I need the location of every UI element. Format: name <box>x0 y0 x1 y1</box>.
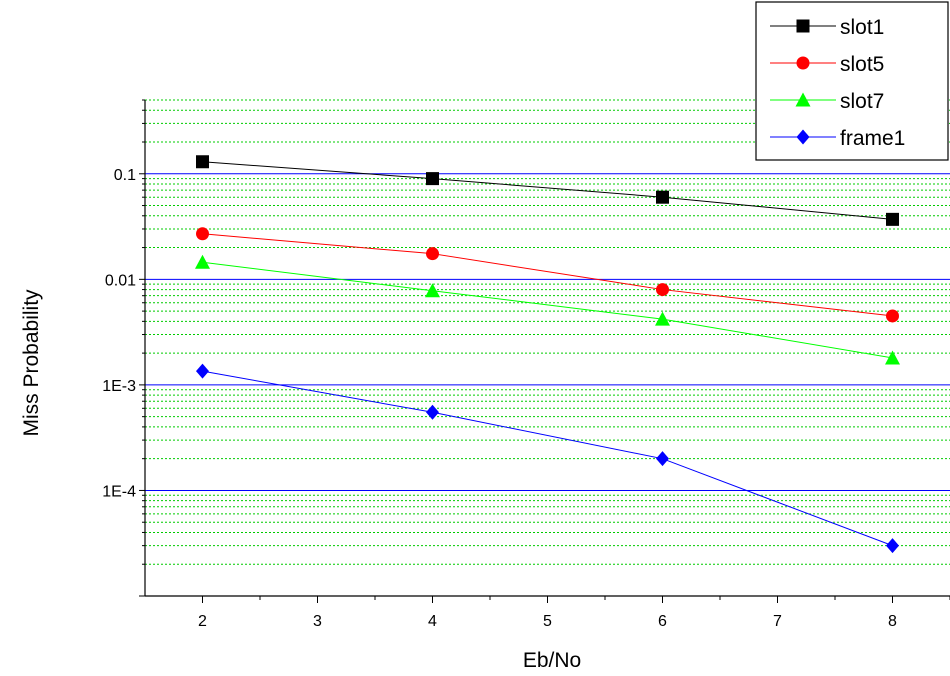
x-axis-title: Eb/No <box>523 649 581 672</box>
y-tick-label: 1E-4 <box>102 483 136 500</box>
data-point-slot7 <box>425 283 440 298</box>
data-point-slot5 <box>656 283 669 297</box>
data-point-slot1 <box>426 172 439 186</box>
data-point-slot1 <box>196 155 209 169</box>
y-axis-title: Miss Probability <box>20 289 43 437</box>
x-tick-label: 4 <box>428 613 437 630</box>
x-tick-label: 8 <box>888 613 897 630</box>
data-point-frame1 <box>426 404 439 420</box>
legend-label: slot5 <box>840 53 884 76</box>
data-point-slot5 <box>886 309 899 323</box>
legend-marker <box>796 129 810 145</box>
x-tick-label: 3 <box>313 613 322 630</box>
data-point-slot7 <box>195 254 210 269</box>
series-line-slot7 <box>202 261 893 359</box>
y-tick-label: 0.1 <box>114 167 136 184</box>
axes: 0.1 0.01 1E-3 1E-4 2 3 4 5 6 7 8 <box>102 99 950 630</box>
x-tick-label: 6 <box>658 613 667 630</box>
legend-box <box>755 1 949 161</box>
x-tick-label: 5 <box>543 613 552 630</box>
data-point-slot7 <box>885 350 900 365</box>
data-point-slot1 <box>886 212 899 226</box>
series-line-frame1 <box>202 370 893 547</box>
y-tick-label: 1E-3 <box>102 378 136 395</box>
legend-marker <box>795 92 811 107</box>
legend-label: slot1 <box>840 16 884 39</box>
legend-label: frame1 <box>840 127 905 150</box>
data-point-slot1 <box>656 190 669 204</box>
data-point-slot7 <box>655 311 670 326</box>
series-line-slot5 <box>202 233 893 317</box>
x-tick-label: 7 <box>773 613 782 630</box>
legend: slot1 slot5 slot7 frame1 <box>755 1 949 161</box>
data-point-frame1 <box>656 451 669 467</box>
series-line-slot1 <box>202 161 893 220</box>
data-point-slot5 <box>426 247 439 261</box>
legend-marker <box>796 19 810 33</box>
y-tick-label: 0.01 <box>105 272 136 289</box>
series-layer <box>195 155 900 554</box>
legend-label: slot7 <box>840 90 884 113</box>
data-point-frame1 <box>886 538 899 554</box>
data-point-slot5 <box>196 227 209 241</box>
legend-marker <box>796 56 810 70</box>
data-point-frame1 <box>196 363 209 379</box>
x-tick-label: 2 <box>198 613 207 630</box>
